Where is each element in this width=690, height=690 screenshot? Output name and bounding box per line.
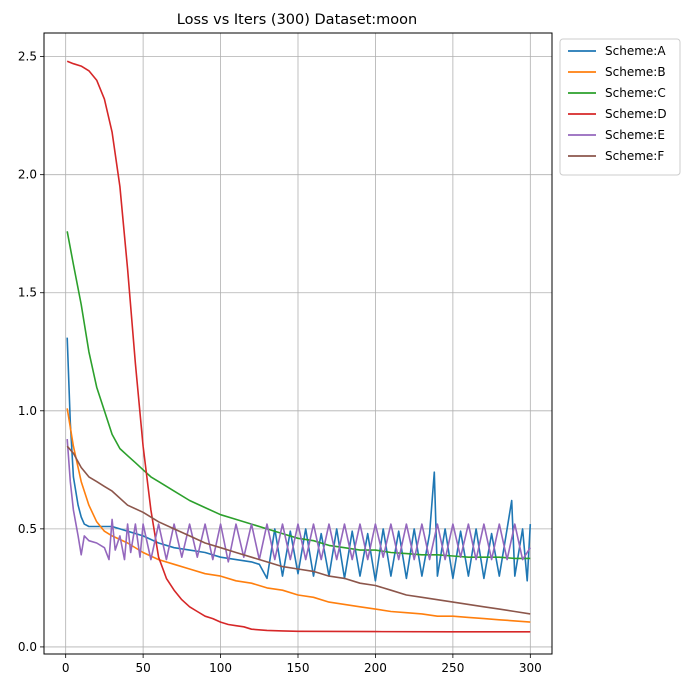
x-tick-label: 200 (364, 661, 387, 675)
y-tick-label: 2.5 (18, 50, 37, 64)
y-tick-label: 0.5 (18, 522, 37, 536)
legend-label: Scheme:F (605, 149, 664, 163)
x-tick-label: 150 (287, 661, 310, 675)
legend-label: Scheme:C (605, 86, 666, 100)
x-tick-label: 300 (519, 661, 542, 675)
y-tick-label: 2.0 (18, 168, 37, 182)
legend-box (559, 38, 681, 176)
y-tick-label: 1.5 (18, 286, 37, 300)
legend: Scheme:A Scheme:B Scheme:C Scheme:D Scheme:E… (559, 38, 681, 176)
legend-label: Scheme:D (605, 107, 667, 121)
x-tick-label: 100 (209, 661, 232, 675)
axis-ticks: 0 50 100 150 200 250 300 0.0 0.5 1.0 1.5 2.0 2.5 (18, 50, 542, 675)
series-line-scheme-e (66, 439, 531, 563)
legend-label: Scheme:A (605, 44, 666, 58)
legend-label: Scheme:E (605, 128, 665, 142)
chart-title: Loss vs Iters (300) Dataset:moon (177, 12, 418, 28)
y-tick-label: 1.0 (18, 404, 37, 418)
y-tick-label: 0.0 (18, 640, 37, 654)
series-lines (66, 60, 532, 633)
x-tick-label: 250 (441, 661, 464, 675)
x-tick-label: 50 (135, 661, 150, 675)
series-line-scheme-d (66, 60, 531, 633)
series-line-scheme-b (66, 408, 531, 623)
x-tick-label: 0 (62, 661, 70, 675)
series-line-scheme-f (66, 445, 531, 615)
legend-label: Scheme:B (605, 65, 666, 79)
